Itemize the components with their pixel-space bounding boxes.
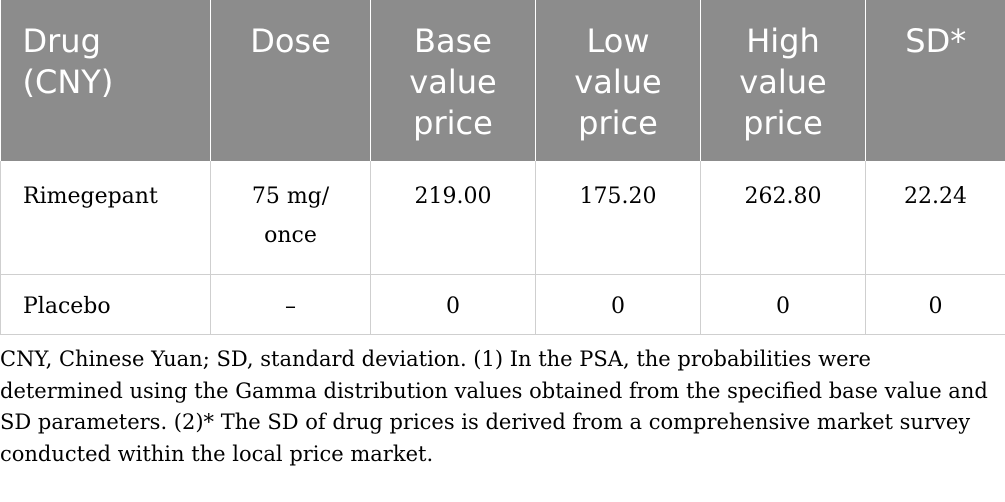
- header-sd-line1: SD*: [905, 22, 967, 60]
- header-base-line2: value: [409, 63, 497, 101]
- header-dose-line1: Dose: [250, 22, 331, 60]
- header-low-line1: Low: [586, 22, 650, 60]
- header-drug-line2: (CNY): [22, 63, 114, 101]
- header-low-line2: value: [574, 63, 662, 101]
- footnote-line: SD parameters. (2)* The SD of drug price…: [0, 410, 971, 434]
- footnote-line: conducted within the local price market.: [0, 441, 434, 466]
- header-drug-line1: Drug: [22, 22, 101, 60]
- footnote-line: CNY, Chinese Yuan; SD, standard deviatio…: [0, 347, 871, 371]
- cell-dose: –: [210, 274, 371, 335]
- table-footnote: CNY, Chinese Yuan; SD, standard deviatio…: [0, 344, 1005, 470]
- header-dose: Dose: [210, 0, 371, 161]
- header-base-value-price: Base value price: [370, 0, 536, 161]
- header-low-line3: price: [578, 104, 658, 142]
- cell-base-value: 219.00: [370, 161, 536, 275]
- header-low-value-price: Low value price: [535, 0, 701, 161]
- table-row: Placebo – 0 0 0 0: [0, 274, 1005, 335]
- cell-sd: 0: [865, 274, 1005, 335]
- table-header-row: Drug (CNY) Dose Base value price Low val…: [0, 0, 1005, 161]
- table-container: Drug (CNY) Dose Base value price Low val…: [0, 0, 1005, 335]
- cell-drug: Placebo: [0, 274, 211, 335]
- table-row: Rimegepant 75 mg/ once 219.00 175.20 262…: [0, 161, 1005, 275]
- header-high-value-price: High value price: [700, 0, 866, 161]
- cell-low-value: 0: [535, 274, 701, 335]
- footnote-line: determined using the Gamma distribution …: [0, 378, 988, 403]
- cell-high-value: 262.80: [700, 161, 866, 275]
- cell-drug: Rimegepant: [0, 161, 211, 275]
- cell-sd: 22.24: [865, 161, 1005, 275]
- header-base-line3: price: [413, 104, 493, 142]
- cell-dose-line2: once: [264, 223, 317, 248]
- header-base-line1: Base: [414, 22, 492, 60]
- cell-high-value: 0: [700, 274, 866, 335]
- cell-base-value: 0: [370, 274, 536, 335]
- cell-dose-line1: –: [285, 293, 296, 319]
- cell-low-value: 175.20: [535, 161, 701, 275]
- header-drug: Drug (CNY): [0, 0, 211, 161]
- header-high-line3: price: [743, 104, 823, 142]
- header-sd: SD*: [865, 0, 1005, 161]
- header-high-line1: High: [746, 22, 820, 60]
- drug-price-table: Drug (CNY) Dose Base value price Low val…: [0, 0, 1005, 335]
- cell-dose-line1: 75 mg/: [251, 184, 330, 209]
- header-high-line2: value: [739, 63, 827, 101]
- cell-dose: 75 mg/ once: [210, 161, 371, 275]
